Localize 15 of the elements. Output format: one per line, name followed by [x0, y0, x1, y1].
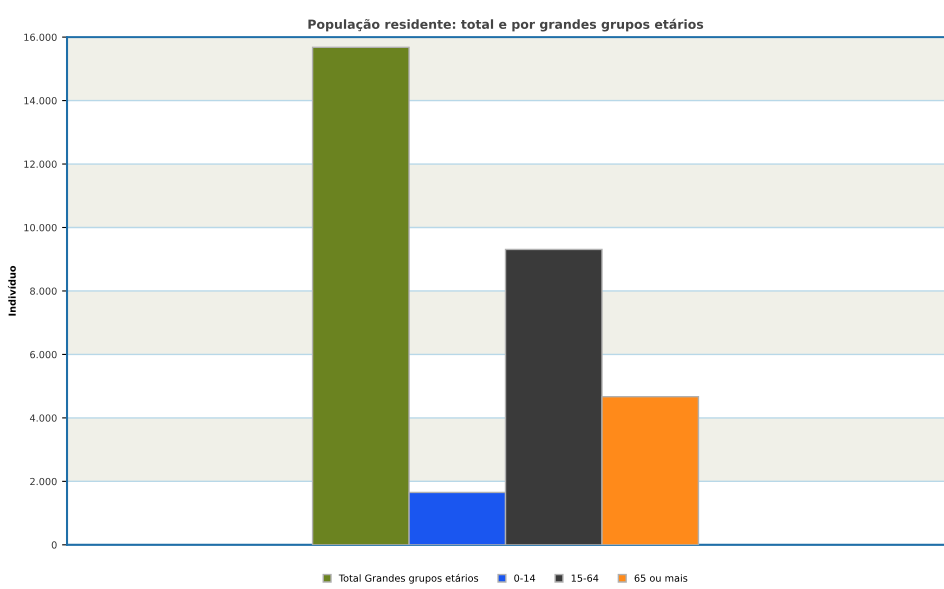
y-tick-label: 16.000: [24, 34, 57, 41]
legend-label: Total Grandes grupos etários: [338, 574, 478, 584]
chart-title: População residente: total e por grandes grupos etários: [308, 18, 704, 32]
legend-label: 15-64: [572, 574, 598, 582]
legend-label: 65 ou mais: [634, 574, 688, 582]
y-tick-label: 14.000: [24, 97, 57, 104]
y-tick-label: 12.000: [24, 160, 57, 168]
y-tick-label: 2.000: [30, 478, 57, 486]
y-tick-label: 0: [52, 541, 57, 549]
y-tick-label: 10.000: [24, 224, 57, 232]
y-tick-label: 4.000: [30, 414, 57, 422]
y-tick-label: 6.000: [30, 350, 57, 358]
y-axis-title: Indivíduo: [8, 266, 16, 316]
y-tick-label: 8.000: [30, 287, 57, 295]
legend-label: 0-14: [514, 574, 536, 582]
